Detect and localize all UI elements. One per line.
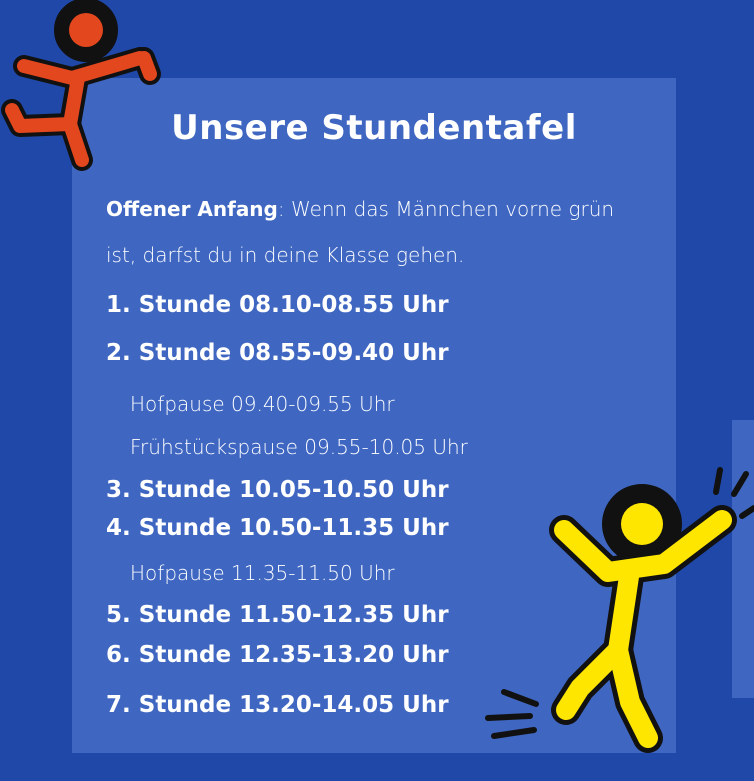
break-hofpause-2: Hofpause 11.35-11.50 Uhr bbox=[130, 561, 395, 585]
intro-bold: Offener Anfang bbox=[106, 197, 278, 221]
running-figure-orange-icon bbox=[1, 0, 161, 171]
lesson-5: 5. Stunde 11.50-12.35 Uhr bbox=[106, 602, 449, 628]
lesson-2: 2. Stunde 08.55-09.40 Uhr bbox=[106, 340, 449, 366]
page-title: Unsere Stundentafel bbox=[171, 108, 577, 148]
break-hofpause-1: Hofpause 09.40-09.55 Uhr bbox=[130, 392, 395, 416]
lesson-4: 4. Stunde 10.50-11.35 Uhr bbox=[106, 515, 449, 541]
lesson-6: 6. Stunde 12.35-13.20 Uhr bbox=[106, 642, 449, 668]
lesson-1: 1. Stunde 08.10-08.55 Uhr bbox=[106, 292, 449, 318]
break-fruehstueck: Frühstückspause 09.55-10.05 Uhr bbox=[130, 435, 468, 459]
lesson-7: 7. Stunde 13.20-14.05 Uhr bbox=[106, 692, 449, 718]
intro-rest: : Wenn das Männchen vorne grün ist, darf… bbox=[106, 197, 615, 267]
intro-text: Offener Anfang: Wenn das Männchen vorne … bbox=[106, 186, 646, 278]
dancing-figure-yellow-icon bbox=[485, 467, 754, 753]
schedule-card bbox=[72, 78, 676, 753]
lesson-3: 3. Stunde 10.05-10.50 Uhr bbox=[106, 477, 449, 503]
